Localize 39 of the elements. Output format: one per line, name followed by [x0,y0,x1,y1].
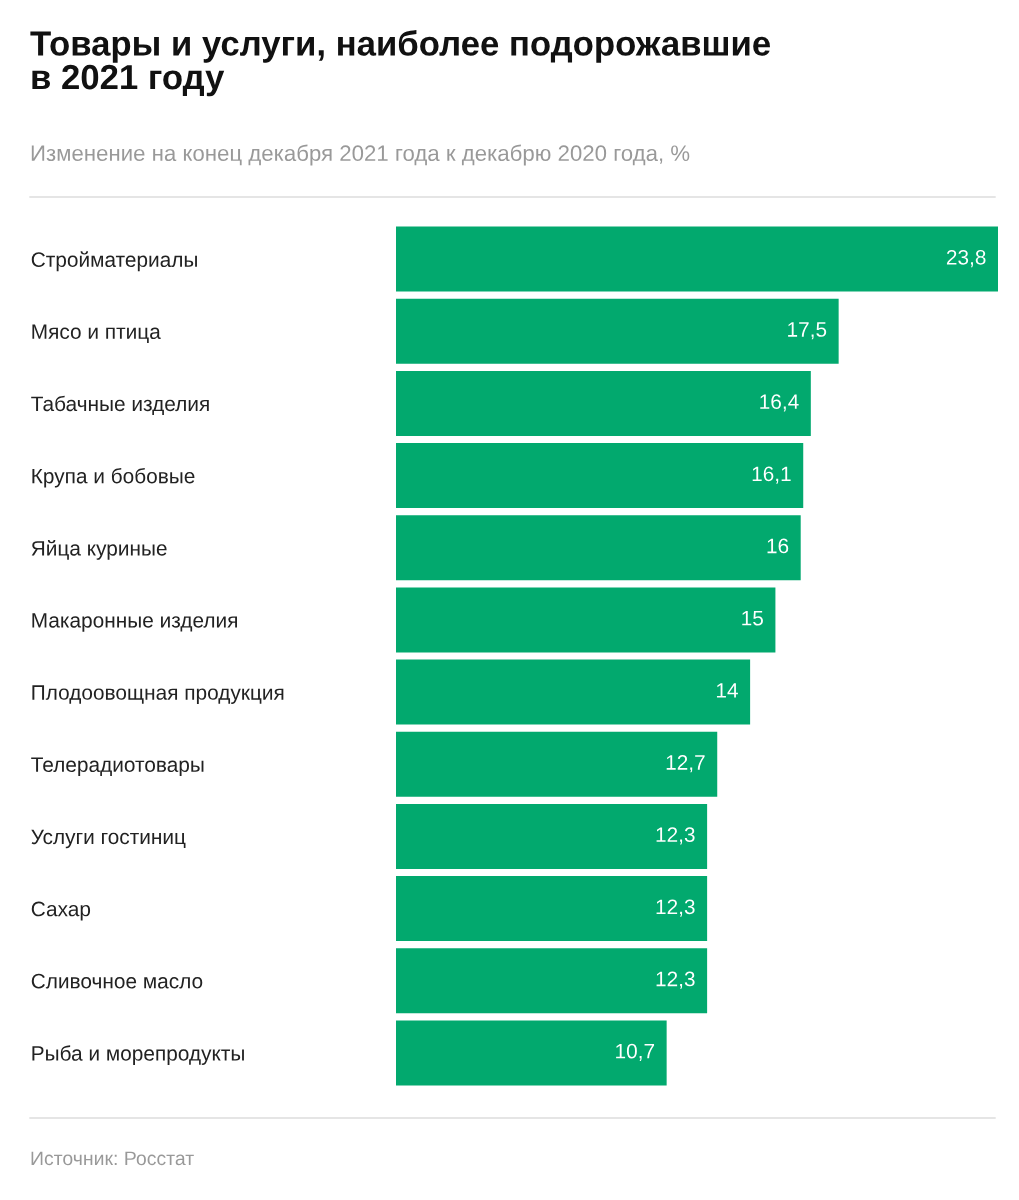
data-label: 14 [716,683,738,698]
bar [396,515,801,581]
y-tick-label: Сливочное масло [31,973,203,989]
bar [396,731,718,797]
data-label: 16,1 [752,466,791,484]
bar [396,587,776,653]
bar [396,298,839,364]
data-label: 16,4 [760,394,799,412]
bar [396,876,708,942]
bar [396,226,998,292]
data-label: 12,3 [656,899,695,917]
data-label: 23,8 [946,249,986,268]
y-tick-label: Табачные изделия [31,395,209,416]
data-label: 12,3 [656,971,695,989]
bar [396,948,708,1014]
y-tick-label: Яйца куриные [31,540,167,560]
chart-subtitle: Изменение на конец декабря 2021 года к декабрю 2020 года, % [31,144,690,166]
data-label: 15 [742,610,763,626]
bar [396,803,708,869]
bar [396,443,804,509]
text: Источник: Росстат [31,1151,194,1166]
bar [396,1020,667,1086]
y-tick-label: Мясо и птица [32,324,161,343]
data-label: 12,3 [656,827,695,845]
y-tick-label: Сахар [31,901,91,921]
data-label: 12,7 [666,755,705,773]
chart-title: Товары и услуги, наиболее подорожавшие в 2021 году [30,30,770,97]
data-label: 10,7 [616,1043,655,1061]
y-tick-label: Рыба и морепродукты [32,1045,244,1065]
bar [396,659,751,725]
data-label: 16 [767,538,789,554]
y-tick-label: Крупа и бобовые [32,467,195,488]
y-tick-label: Плодоовощная продукция [32,685,284,704]
y-tick-label: Стройматериалы [31,251,197,272]
y-tick-label: Услуги гостиниц [31,829,186,849]
data-label: 17,5 [788,322,827,340]
y-tick-label: Телерадиотовары [31,757,204,777]
y-tick-label: Макаронные изделия [32,613,237,632]
bar [396,370,811,436]
